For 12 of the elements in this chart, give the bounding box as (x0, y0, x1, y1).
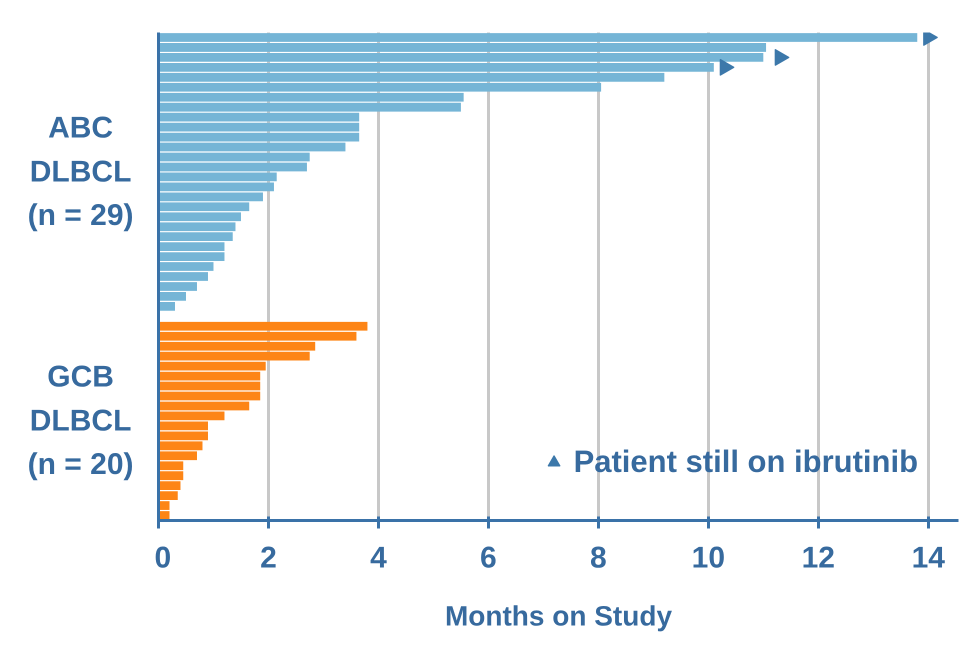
x-axis-title: Months on Study (444, 600, 672, 632)
text: GCB DLBCL (n = 20) (28, 360, 134, 482)
x-tick-label: 14 (912, 542, 946, 574)
legend-label: Patient still on ibrutinib (574, 444, 918, 480)
x-tick-label: 10 (692, 542, 726, 574)
text: ABC DLBCL (n = 29) (28, 112, 134, 232)
x-tick-label: 0 (154, 542, 172, 574)
x-tick-label: 6 (480, 542, 497, 574)
x-tick-label: 12 (802, 542, 835, 574)
x-tick-label: 2 (260, 542, 277, 574)
x-tick-label: 8 (590, 542, 607, 574)
x-tick-label: 4 (370, 542, 388, 574)
